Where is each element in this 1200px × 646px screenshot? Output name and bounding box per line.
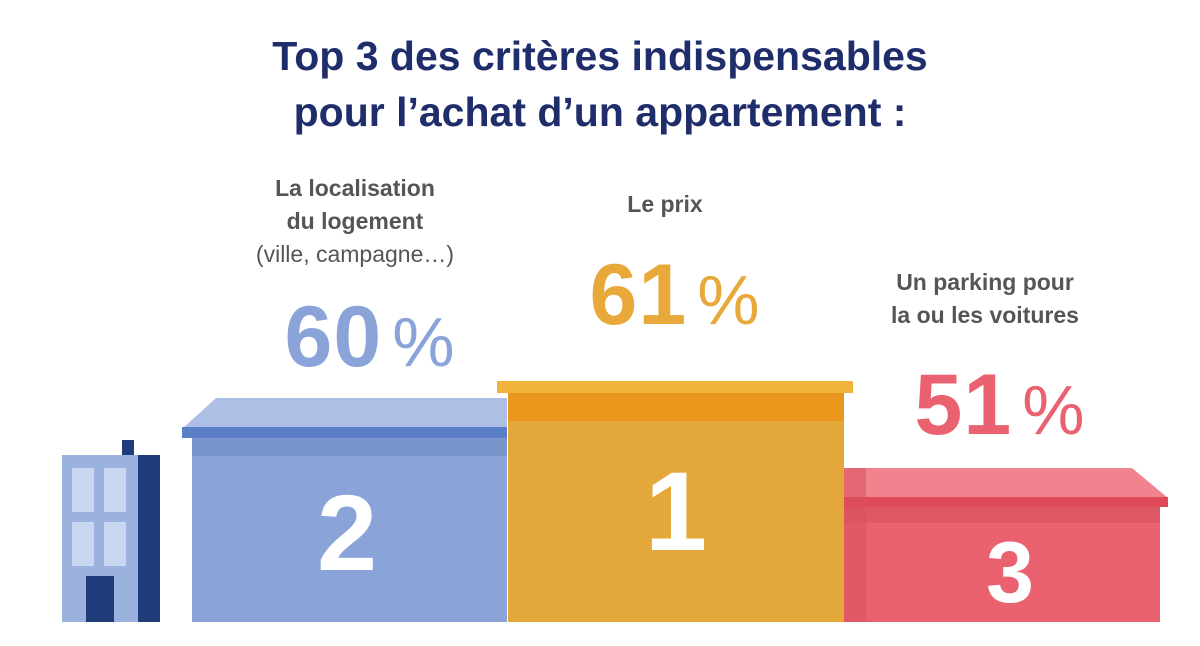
value-3-unit: % bbox=[1022, 371, 1086, 449]
criterion-1-line-1: Le prix bbox=[627, 191, 703, 217]
criterion-3-line-1: Un parking pour bbox=[896, 269, 1074, 295]
criterion-3-line-2: la ou les voitures bbox=[891, 302, 1079, 328]
criterion-2-line-3: (ville, campagne…) bbox=[255, 241, 455, 267]
value-3-number: 51 bbox=[914, 357, 1013, 453]
criterion-2-line-1: La localisation bbox=[275, 175, 435, 201]
value-label-2: 60% bbox=[220, 292, 520, 387]
value-2-number: 60 bbox=[284, 289, 383, 385]
value-label-3: 51% bbox=[850, 360, 1150, 455]
rank-2-label: 2 bbox=[317, 472, 377, 593]
rank-3-label: 3 bbox=[986, 525, 1034, 621]
value-2-unit: % bbox=[392, 303, 456, 381]
title-line-2: pour l’achat d’un appartement : bbox=[293, 89, 907, 135]
podium-block-3: 3 bbox=[840, 468, 1168, 622]
podium-block-1: 1 bbox=[497, 381, 853, 622]
criterion-2-line-2: du logement bbox=[286, 208, 424, 234]
title-line-1: Top 3 des critères indispensables bbox=[272, 33, 928, 79]
criterion-label-3: Un parking pour la ou les voitures bbox=[840, 266, 1130, 332]
podium-block-2: 2 bbox=[182, 398, 507, 622]
value-1-number: 61 bbox=[589, 247, 688, 343]
building-icon bbox=[62, 440, 160, 622]
value-label-1: 61% bbox=[525, 250, 825, 345]
chart-title: Top 3 des critères indispensables pour l… bbox=[0, 28, 1200, 140]
criterion-label-1: Le prix bbox=[560, 188, 770, 221]
rank-1-label: 1 bbox=[645, 449, 707, 574]
value-1-unit: % bbox=[697, 261, 761, 339]
criterion-label-2: La localisation du logement (ville, camp… bbox=[205, 172, 505, 271]
